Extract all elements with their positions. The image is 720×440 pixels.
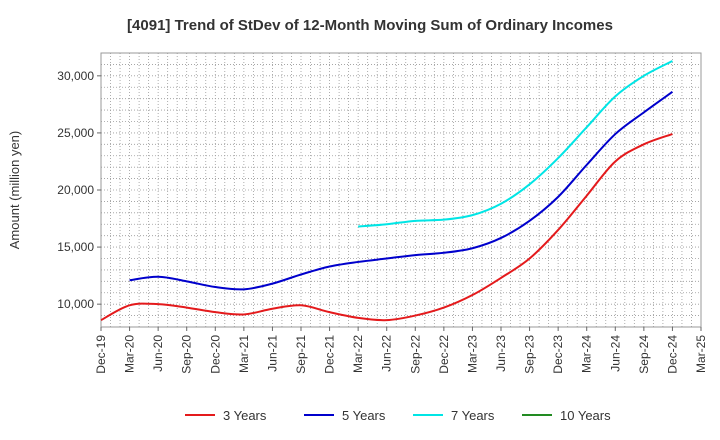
y-tick-label: 15,000 (57, 240, 94, 254)
legend-label-10-years: 10 Years (560, 408, 611, 423)
grid (101, 53, 701, 327)
legend: 3 Years 5 Years 7 Years 10 Years (185, 408, 611, 423)
y-tick-label: 20,000 (57, 183, 94, 197)
y-axis-ticks: 10,000 15,000 20,000 25,000 30,000 (57, 69, 101, 311)
legend-label-7-years: 7 Years (451, 408, 495, 423)
y-tick-label: 30,000 (57, 69, 94, 83)
x-tick-label: Dec-22 (437, 335, 451, 374)
x-tick-label: Sep-20 (180, 335, 194, 374)
y-axis-label: Amount (million yen) (7, 131, 22, 250)
x-tick-label: Mar-25 (694, 335, 708, 373)
x-tick-label: Mar-21 (237, 335, 251, 373)
x-tick-label: Jun-24 (608, 335, 622, 372)
x-tick-label: Jun-23 (494, 335, 508, 372)
x-tick-label: Dec-19 (94, 335, 108, 374)
legend-label-5-years: 5 Years (342, 408, 386, 423)
legend-label-3-years: 3 Years (223, 408, 267, 423)
x-tick-label: Sep-22 (408, 335, 422, 374)
series-line-5-years (129, 91, 674, 291)
series-line-7-years (358, 60, 673, 228)
chart-title: [4091] Trend of StDev of 12-Month Moving… (127, 17, 613, 34)
series-lines (100, 60, 674, 322)
x-tick-label: Dec-20 (208, 335, 222, 374)
x-tick-label: Mar-24 (580, 335, 594, 373)
x-axis-ticks: Dec-19 Mar-20 Jun-20 Sep-20 Dec-20 Mar-21 Jun-… (94, 327, 708, 374)
x-tick-label: Jun-22 (380, 335, 394, 372)
x-tick-label: Jun-20 (151, 335, 165, 372)
x-tick-label: Mar-22 (351, 335, 365, 373)
x-tick-label: Mar-20 (123, 335, 137, 373)
x-tick-label: Dec-21 (323, 335, 337, 374)
x-tick-label: Sep-23 (523, 335, 537, 374)
x-tick-label: Dec-23 (551, 335, 565, 374)
x-tick-label: Sep-24 (637, 335, 651, 374)
x-tick-label: Mar-23 (465, 335, 479, 373)
x-tick-label: Dec-24 (665, 335, 679, 374)
y-tick-label: 25,000 (57, 126, 94, 140)
x-tick-label: Sep-21 (294, 335, 308, 374)
series-line-3-years (100, 133, 673, 322)
x-tick-label: Jun-21 (265, 335, 279, 372)
y-tick-label: 10,000 (57, 297, 94, 311)
